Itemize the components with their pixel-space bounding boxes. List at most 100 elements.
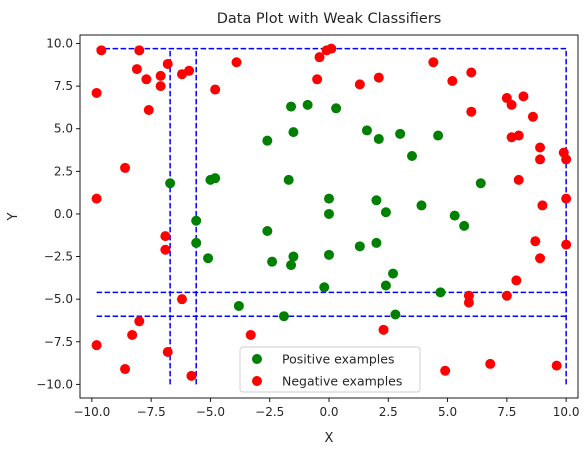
- legend-box: [239, 346, 421, 393]
- positive-point: [475, 178, 486, 189]
- positive-point: [191, 215, 202, 226]
- x-tick-label: 0.0: [319, 405, 338, 419]
- chart-title: Data Plot with Weak Classifiers: [217, 11, 442, 27]
- negative-point: [120, 162, 131, 173]
- negative-point: [527, 111, 538, 122]
- positive-point: [331, 103, 342, 114]
- x-tick-label: −7.5: [137, 405, 166, 419]
- positive-point: [302, 99, 313, 110]
- negative-point: [561, 154, 572, 165]
- negative-point: [535, 142, 546, 153]
- positive-point: [324, 193, 334, 204]
- negative-point: [551, 360, 562, 371]
- negative-point: [561, 193, 572, 204]
- positive-point: [267, 256, 278, 267]
- negative-point: [428, 57, 439, 68]
- negative-point: [134, 45, 145, 56]
- negative-point: [91, 340, 102, 351]
- positive-point: [324, 208, 334, 219]
- positive-point: [459, 220, 470, 231]
- legend-marker-negative: [252, 376, 262, 386]
- x-tick-label: 10.0: [553, 405, 580, 419]
- negative-point: [160, 231, 171, 242]
- negative-point: [537, 200, 548, 211]
- y-axis-label: Y: [6, 212, 21, 221]
- positive-point: [390, 309, 401, 320]
- positive-point: [165, 178, 176, 189]
- y-tick-label: 0.0: [54, 207, 73, 221]
- negative-point: [186, 370, 197, 381]
- negative-point: [131, 64, 142, 75]
- negative-point: [176, 294, 187, 305]
- negative-point: [96, 45, 107, 56]
- positive-point: [203, 253, 214, 264]
- negative-point: [513, 174, 524, 185]
- x-tick-label: −5.0: [196, 405, 225, 419]
- data-points: [91, 43, 572, 381]
- positive-point: [380, 207, 391, 218]
- y-axis-ticks: −10.0 −7.5 −5.0 −2.5 0.0 2.5 5.0 7.5 10.0: [36, 37, 80, 391]
- negative-point: [312, 74, 323, 85]
- negative-point: [466, 106, 477, 117]
- negative-point: [447, 76, 458, 87]
- negative-point: [466, 67, 477, 78]
- x-tick-label: 2.5: [379, 405, 398, 419]
- positive-point: [435, 287, 446, 298]
- positive-point: [288, 127, 299, 138]
- negative-point: [506, 99, 517, 110]
- y-tick-label: −2.5: [44, 250, 73, 264]
- negative-point: [91, 87, 102, 98]
- negative-point: [326, 43, 337, 54]
- positive-point: [395, 128, 406, 139]
- legend-label-positive: Positive examples: [282, 352, 394, 367]
- positive-point: [371, 237, 382, 248]
- negative-point: [155, 70, 166, 81]
- positive-point: [380, 280, 391, 291]
- positive-point: [286, 101, 297, 112]
- negative-point: [463, 297, 474, 308]
- positive-point: [407, 151, 417, 161]
- negative-point: [210, 84, 221, 95]
- negative-point: [513, 130, 524, 141]
- y-tick-label: −7.5: [44, 335, 73, 349]
- legend: Positive examples Negative examples: [239, 346, 421, 393]
- negative-point: [162, 58, 173, 69]
- negative-point: [501, 290, 512, 301]
- legend-label-negative: Negative examples: [282, 374, 402, 389]
- negative-point: [143, 104, 154, 115]
- positive-point: [286, 260, 297, 271]
- positive-point: [288, 251, 299, 262]
- negative-point: [120, 364, 131, 375]
- negative-point: [141, 74, 152, 85]
- x-axis-label: X: [325, 431, 334, 446]
- x-tick-label: −10.0: [73, 405, 110, 419]
- negative-point: [231, 57, 242, 68]
- y-tick-label: 10.0: [46, 37, 73, 51]
- negative-point: [134, 316, 145, 327]
- negative-point: [511, 275, 522, 286]
- positive-point: [210, 173, 221, 184]
- positive-point: [361, 125, 372, 136]
- positive-point: [233, 300, 244, 311]
- negative-point: [127, 329, 138, 340]
- negative-point: [378, 324, 389, 335]
- negative-point: [314, 52, 325, 63]
- negative-point: [440, 365, 451, 376]
- negative-point: [518, 91, 529, 102]
- negative-point: [354, 79, 365, 90]
- y-tick-label: 5.0: [54, 122, 73, 136]
- positive-point: [416, 200, 427, 211]
- positive-point: [373, 133, 384, 144]
- positive-point: [283, 174, 294, 185]
- legend-marker-positive: [252, 354, 262, 364]
- negative-point: [373, 72, 384, 83]
- positive-point: [262, 225, 273, 236]
- y-tick-label: 7.5: [54, 79, 73, 93]
- positive-point: [324, 249, 334, 260]
- negative-point: [91, 193, 102, 204]
- positive-point: [371, 195, 382, 206]
- negative-point: [535, 154, 546, 165]
- positive-point: [319, 282, 330, 293]
- negative-point: [530, 236, 541, 247]
